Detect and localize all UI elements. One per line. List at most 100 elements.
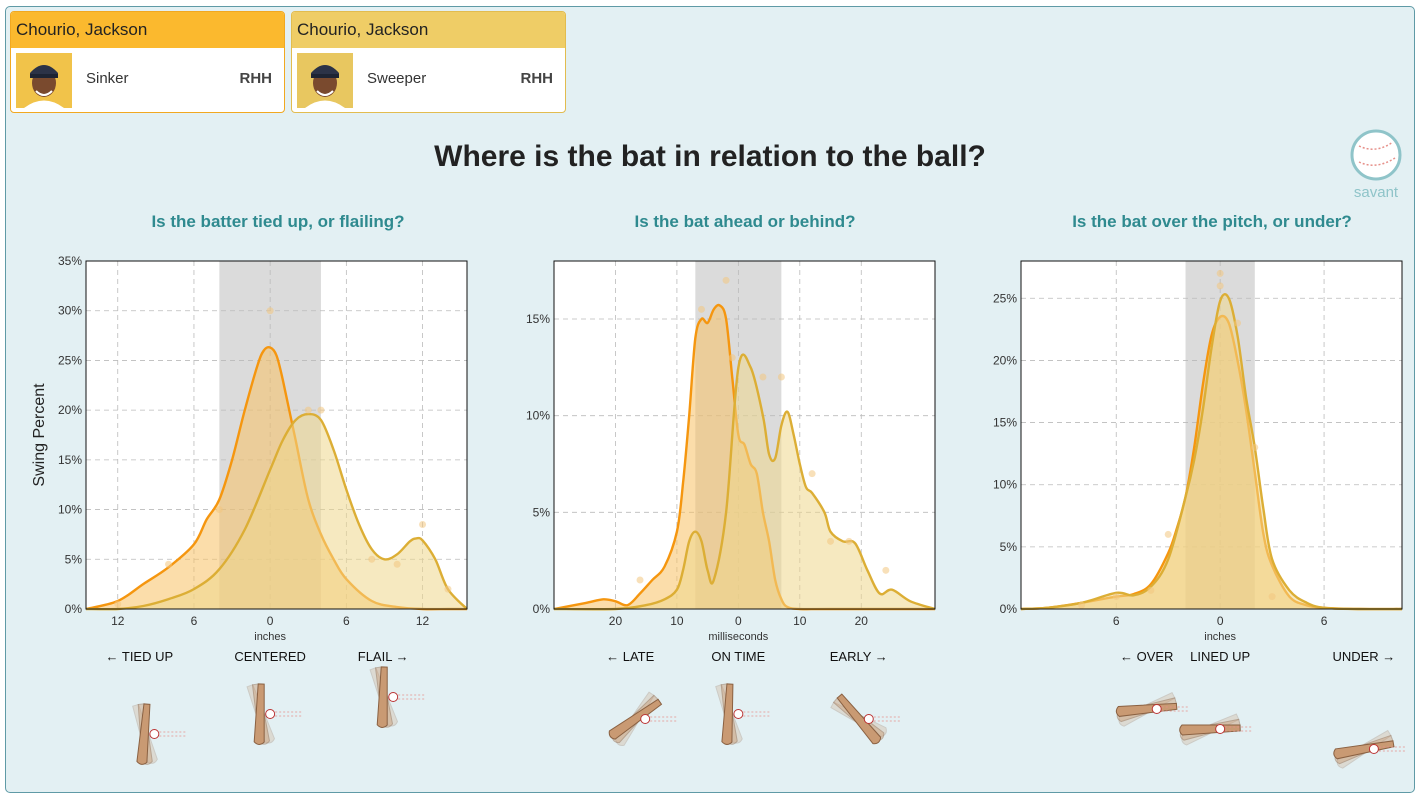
- page-title: Where is the bat in relation to the ball…: [434, 140, 986, 173]
- bat-tied-up-icon: [132, 703, 187, 765]
- bat-centered-icon: [246, 683, 303, 745]
- chart-title: Is the bat over the pitch, or under?: [1072, 212, 1352, 231]
- bat-shape: [1115, 702, 1178, 717]
- x-tick-label: 0: [1217, 614, 1224, 628]
- series-line-sweeper: [553, 353, 936, 611]
- y-tick-label: 10%: [526, 409, 550, 423]
- pitch-card-sweeper[interactable]: Chourio, Jackson Sweeper RHH: [291, 11, 566, 113]
- x-axis-label: inches: [1204, 631, 1236, 643]
- y-tick-label: 0%: [65, 602, 83, 616]
- y-tick-label: 35%: [58, 254, 82, 268]
- chart-title: Is the batter tied up, or flailing?: [151, 212, 405, 231]
- series-line-sweeper: [1020, 293, 1403, 611]
- swing-chart-horizontal: 0% 5% 10% 15% 20% 25% 30% 35% 12 6 0 6 12 inches Swing…: [31, 254, 468, 765]
- direction-label: FLAIL →: [358, 649, 409, 664]
- x-tick-label: 10: [793, 614, 807, 628]
- x-tick-label: 0: [735, 614, 742, 628]
- direction-label: ← TIED UP: [106, 649, 174, 664]
- y-tick-label: 5%: [1000, 540, 1018, 554]
- y-tick-label: 25%: [993, 291, 1017, 305]
- direction-label: EARLY →: [830, 649, 888, 664]
- ball-trail: [743, 711, 771, 717]
- direction-label: UNDER →: [1332, 649, 1395, 664]
- y-tick-label: 5%: [65, 552, 83, 566]
- y-tick-label: 10%: [58, 503, 82, 517]
- card-batter-hand: RHH: [239, 70, 273, 87]
- card-batter-hand: RHH: [520, 70, 554, 87]
- chart-title: Is the bat ahead or behind?: [634, 212, 856, 231]
- x-tick-label: 6: [1113, 614, 1120, 628]
- card-body: Sinker RHH: [11, 48, 284, 112]
- data-point: [368, 555, 376, 563]
- data-point: [304, 406, 312, 414]
- bat-shape: [136, 703, 151, 765]
- pitch-card-sinker[interactable]: Chourio, Jackson Sinker RHH: [10, 11, 285, 113]
- ball-icon: [265, 709, 276, 719]
- card-player-name: Chourio, Jackson: [292, 12, 565, 48]
- ball-icon: [149, 729, 160, 739]
- x-tick-label: 20: [609, 614, 623, 628]
- data-point: [1216, 269, 1224, 277]
- data-point: [1268, 593, 1276, 601]
- ball-icon: [1151, 704, 1162, 714]
- card-body: Sweeper RHH: [292, 48, 565, 112]
- data-point: [444, 585, 452, 593]
- bat-late-icon: [608, 691, 678, 746]
- data-point: [1251, 443, 1259, 451]
- direction-label: ← OVER: [1120, 649, 1173, 664]
- plot-border: [1020, 260, 1403, 610]
- x-tick-label: 6: [191, 614, 198, 628]
- savant-logo-icon: [1349, 128, 1403, 202]
- y-tick-label: 10%: [993, 478, 1017, 492]
- y-tick-label: 25%: [58, 353, 82, 367]
- data-point: [728, 354, 736, 362]
- data-point: [827, 537, 835, 545]
- ball-icon: [863, 714, 874, 724]
- ball-icon: [1368, 744, 1379, 754]
- data-point: [165, 560, 173, 568]
- card-pitch-type: Sinker: [86, 70, 129, 87]
- data-point: [1147, 586, 1155, 594]
- ball-icon: [388, 692, 399, 702]
- y-axis-label: Swing Percent: [31, 383, 48, 487]
- data-point: [393, 560, 401, 568]
- y-tick-label: 20%: [58, 403, 82, 417]
- bat-barrel: [253, 683, 265, 745]
- ball-trail: [1378, 746, 1406, 752]
- x-tick-label: 6: [1321, 614, 1328, 628]
- ball-trail: [275, 711, 303, 717]
- ball-icon: [640, 714, 651, 724]
- direction-label: ON TIME: [711, 649, 765, 664]
- data-point: [808, 470, 816, 478]
- swing-chart-timing: 0% 5% 10% 15% 20 10 0 10 20 milliseconds ← LATE ON …: [526, 260, 936, 746]
- ball-icon: [1215, 724, 1226, 734]
- direction-label: ← LATE: [606, 649, 654, 664]
- x-axis-label: inches: [254, 631, 286, 643]
- y-tick-label: 30%: [58, 304, 82, 318]
- bat-barrel: [721, 683, 734, 745]
- bat-shape: [1333, 740, 1395, 760]
- x-axis-label: milliseconds: [708, 631, 768, 643]
- bat-barrel: [836, 693, 882, 745]
- ball-trail: [1225, 726, 1253, 732]
- bat-shape: [253, 683, 265, 745]
- y-tick-label: 0%: [1000, 602, 1018, 616]
- bat-flail-icon: [369, 666, 426, 728]
- data-point: [1112, 593, 1120, 601]
- data-point: [759, 373, 767, 381]
- direction-label: LINED UP: [1190, 649, 1250, 664]
- data-point: [845, 537, 853, 545]
- logo-text: savant: [1353, 184, 1399, 201]
- bat-shape: [1179, 724, 1241, 736]
- y-tick-label: 15%: [993, 416, 1017, 430]
- bat-lined-up-icon: [1179, 713, 1253, 746]
- data-point: [114, 600, 122, 608]
- data-point: [1078, 601, 1086, 609]
- bat-barrel: [1179, 724, 1241, 736]
- bat-shape: [608, 698, 663, 740]
- bat-over-icon: [1115, 692, 1189, 727]
- ball-trail: [873, 716, 901, 722]
- data-point: [722, 276, 730, 284]
- bat-barrel: [608, 698, 663, 740]
- y-tick-label: 15%: [58, 453, 82, 467]
